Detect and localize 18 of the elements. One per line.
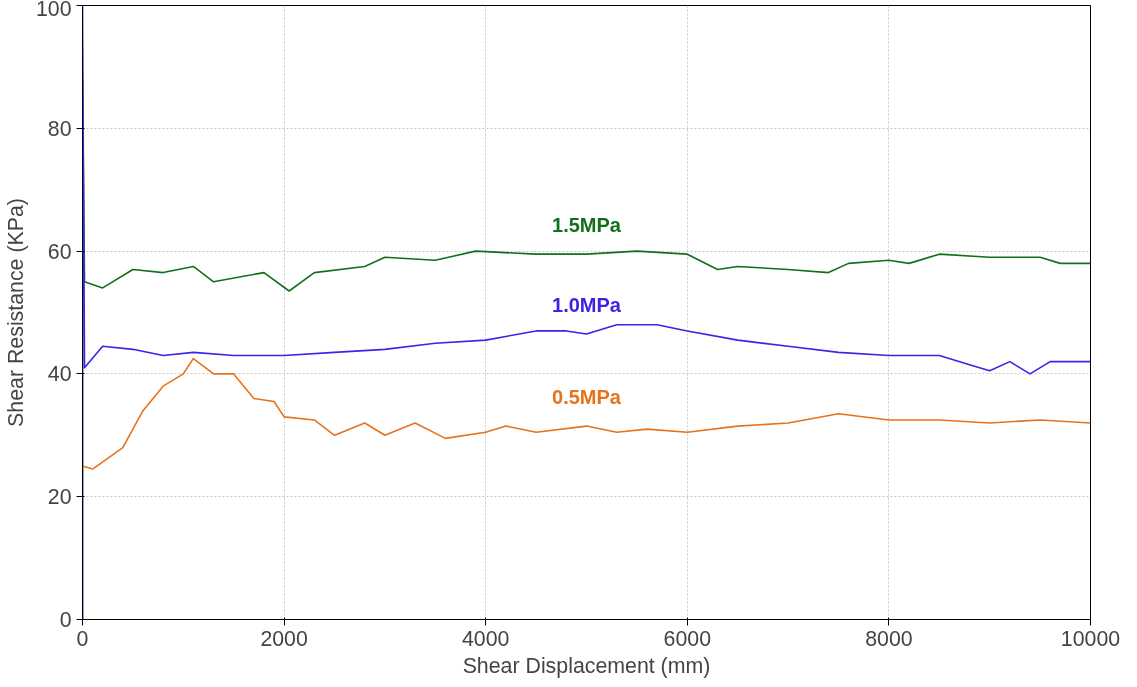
series-label: 1.5MPa (552, 213, 622, 236)
y-axis-title: Shear Resistance (KPa) (3, 198, 28, 427)
x-tick-label: 6000 (663, 626, 712, 651)
y-tick-label: 40 (47, 362, 72, 387)
y-tick-label: 0 (59, 608, 72, 632)
series-label: 1.0MPa (552, 293, 622, 316)
y-tick-label: 20 (47, 485, 72, 510)
series-label: 0.5MPa (552, 385, 622, 408)
y-tick-label: 60 (47, 239, 72, 264)
x-tick-label: 10000 (1060, 626, 1121, 651)
x-tick-label: 0 (76, 626, 89, 651)
y-tick-label: 80 (47, 116, 72, 141)
x-tick-label: 2000 (260, 626, 308, 651)
y-tick-label: 100 (35, 0, 72, 21)
line-series (82, 357, 1091, 470)
x-axis-title: Shear Displacement (mm) (462, 653, 711, 678)
x-tick-label: 4000 (461, 626, 510, 651)
x-tick-label: 8000 (865, 626, 913, 651)
